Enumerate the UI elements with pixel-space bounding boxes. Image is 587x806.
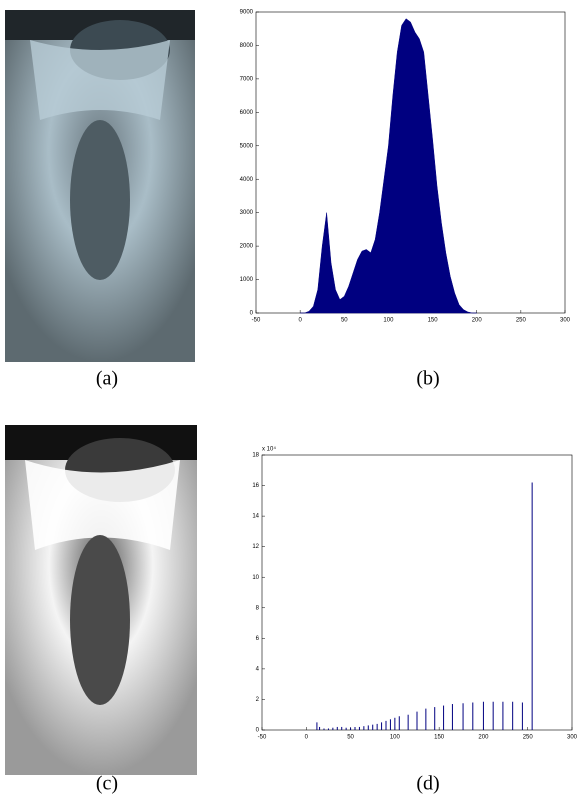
x-tick-label: 50 <box>341 318 348 324</box>
x-tick-label: -50 <box>258 735 267 741</box>
x-tick-label: 200 <box>472 318 483 324</box>
x-tick-label: 300 <box>567 735 578 741</box>
x-tick-label: 50 <box>347 735 354 741</box>
x-tick-label: 250 <box>516 318 527 324</box>
x-tick-label: 0 <box>298 318 302 324</box>
panel-label: (a) <box>96 368 118 390</box>
panel-label: (c) <box>96 773 118 795</box>
y-tick-label: 1000 <box>240 277 254 283</box>
y-tick-label: 0 <box>256 728 260 734</box>
y-multiplier: x 10⁴ <box>262 446 276 453</box>
y-tick-label: 5000 <box>240 143 254 149</box>
y-tick-label: 2 <box>256 697 260 703</box>
y-tick-label: 14 <box>252 514 259 520</box>
axes-box <box>261 454 573 731</box>
y-tick-label: 8000 <box>240 43 254 49</box>
histogram-area <box>300 18 477 314</box>
y-tick-label: 0 <box>250 311 254 317</box>
x-tick-label: 0 <box>305 735 309 741</box>
y-tick-label: 8 <box>256 605 260 611</box>
panel-label: (d) <box>416 773 439 795</box>
y-tick-label: 10 <box>252 575 259 581</box>
x-tick-label: 200 <box>478 735 489 741</box>
x-tick-label: -50 <box>252 318 261 324</box>
x-tick-label: 150 <box>428 318 439 324</box>
xray-image <box>5 10 195 362</box>
y-tick-label: 2000 <box>240 244 254 250</box>
y-tick-label: 4000 <box>240 177 254 183</box>
y-tick-label: 9000 <box>240 10 254 16</box>
xray-image-enhanced <box>5 425 197 775</box>
panel-label: (b) <box>416 368 439 390</box>
y-tick-label: 6000 <box>240 110 254 116</box>
y-tick-label: 18 <box>252 453 259 459</box>
y-tick-label: 6 <box>256 636 260 642</box>
y-tick-label: 12 <box>252 544 259 550</box>
x-tick-label: 250 <box>523 735 534 741</box>
x-tick-label: 100 <box>383 318 394 324</box>
y-tick-label: 16 <box>252 483 259 489</box>
x-tick-label: 150 <box>434 735 445 741</box>
x-tick-label: 100 <box>390 735 401 741</box>
y-tick-label: 3000 <box>240 210 254 216</box>
y-tick-label: 4 <box>256 666 260 672</box>
x-tick-label: 300 <box>560 318 571 324</box>
y-tick-label: 7000 <box>240 76 254 82</box>
